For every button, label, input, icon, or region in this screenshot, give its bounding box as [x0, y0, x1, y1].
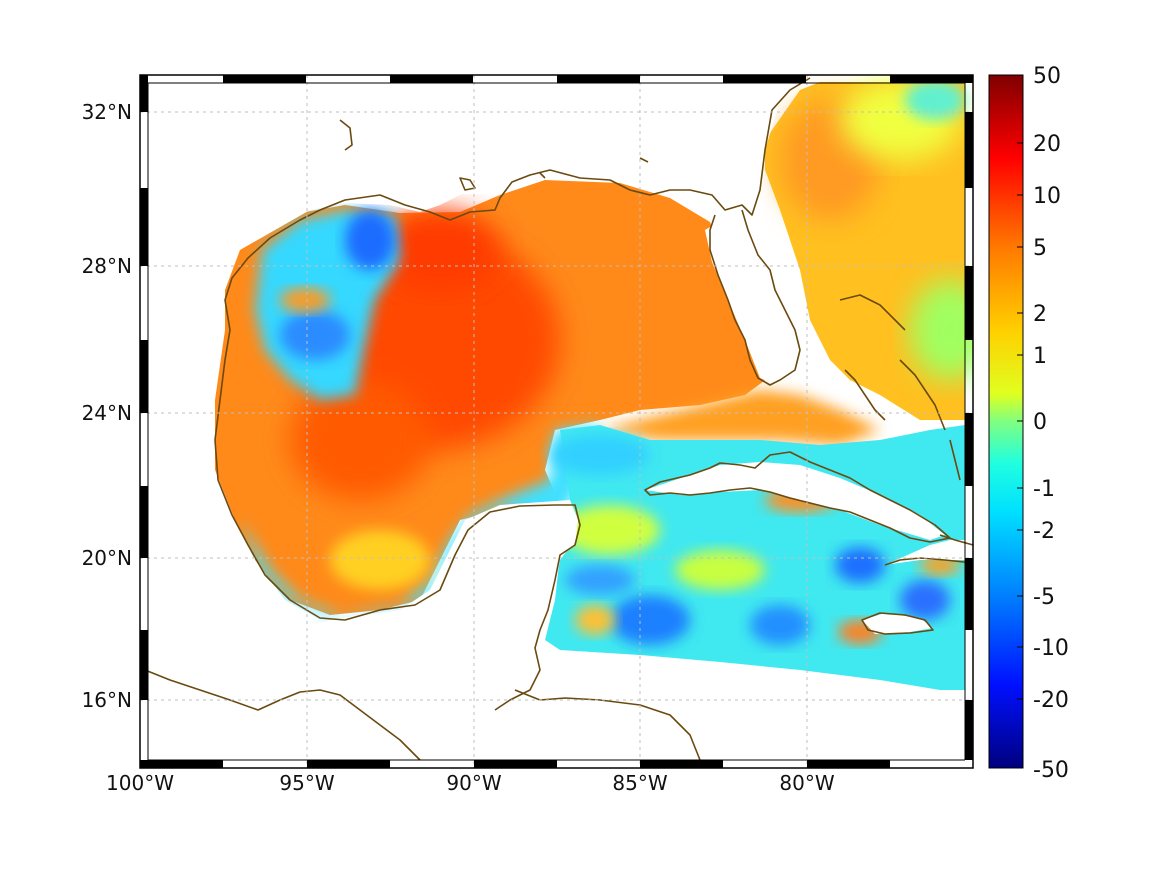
frame-bottom-5 — [807, 760, 890, 768]
frame-bottom-2 — [307, 760, 390, 768]
mexico-west-mask — [140, 400, 320, 640]
graticule — [140, 75, 973, 768]
lon-label-100w: 100°W — [106, 771, 174, 795]
blue-eddy-mid — [280, 310, 350, 360]
us-inland-features — [339, 119, 649, 191]
bahamas-coastline — [839, 294, 961, 481]
lon-label-80w: 80°W — [779, 771, 834, 795]
lat-label-24n: 24°N — [82, 401, 132, 425]
frame-bottom-1 — [140, 760, 223, 768]
frame-right-5 — [965, 700, 973, 760]
frame-bottom-4 — [640, 760, 723, 768]
lon-label-95w: 95°W — [279, 771, 334, 795]
frame-top-3 — [557, 75, 640, 83]
caribbean-orange-west — [575, 605, 615, 635]
caribbean-blue-5 — [565, 565, 635, 595]
cb-label-m50: -50 — [1033, 758, 1069, 783]
jamaica-coastline — [861, 612, 934, 635]
map-frame — [139, 74, 974, 769]
cb-label-10: 10 — [1033, 184, 1061, 209]
caribbean-blue-4 — [900, 580, 950, 620]
gulf-coastline — [214, 77, 811, 711]
blue-eddy-north — [345, 210, 395, 270]
cb-label-20: 20 — [1033, 132, 1061, 157]
lat-label-28n: 28°N — [82, 254, 132, 278]
honduras-coast — [514, 689, 701, 761]
gulf-red-west — [290, 380, 430, 500]
cb-label-0: 0 — [1033, 410, 1047, 435]
frame-left-5 — [140, 630, 148, 700]
south-mask — [548, 650, 973, 768]
yucatan-channel-cyan — [550, 435, 650, 475]
frame-left-1 — [140, 75, 148, 112]
frame-top-2 — [390, 75, 473, 83]
central-america-coast — [140, 667, 421, 761]
frame-right-1 — [965, 112, 973, 188]
frame-top-1 — [223, 75, 306, 83]
atlantic-green — [910, 280, 973, 380]
lon-label-85w: 85°W — [612, 771, 667, 795]
yucatan-mask — [140, 500, 578, 768]
caribbean-yellow-mid — [675, 550, 765, 590]
yellow-band-bay — [330, 530, 430, 590]
atlantic-cyan — [905, 80, 965, 120]
cb-label-2: 2 — [1033, 302, 1047, 327]
cb-label-m1: -1 — [1033, 477, 1055, 502]
frame-top-5 — [890, 75, 973, 83]
florida-coastline — [709, 209, 801, 386]
coastlines — [140, 77, 973, 761]
cb-label-m5: -5 — [1033, 585, 1055, 610]
cb-label-50: 50 — [1033, 64, 1061, 89]
cb-label-1: 1 — [1033, 344, 1047, 369]
frame-left-4 — [140, 486, 148, 558]
lat-tick-labels: 32°N 28°N 24°N 20°N 16°N — [82, 100, 132, 712]
land-masks — [140, 75, 973, 768]
frame-bottom-3 — [474, 760, 557, 768]
caribbean-blue-3 — [835, 547, 885, 583]
caribbean-blue-1 — [610, 595, 690, 645]
lon-label-90w: 90°W — [446, 771, 501, 795]
warm-intrusion — [280, 288, 330, 312]
frame-left-3 — [140, 340, 148, 413]
colorbar-ticks — [1017, 74, 1023, 700]
gulf-red-north — [380, 210, 500, 290]
cb-label-m10: -10 — [1033, 636, 1069, 661]
cb-label-m20: -20 — [1033, 688, 1069, 713]
caribbean-blue-2 — [750, 605, 810, 645]
frame-right-3 — [965, 413, 973, 486]
frame-top-4 — [723, 75, 806, 83]
frame-right-4 — [965, 558, 973, 630]
colorbar-labels: 50 20 10 5 2 1 0 -1 -2 -5 -10 -20 -50 — [1033, 64, 1069, 783]
cb-label-5: 5 — [1033, 236, 1047, 261]
lon-tick-labels: 100°W 95°W 90°W 85°W 80°W — [106, 771, 835, 795]
cb-label-m2: -2 — [1033, 519, 1055, 544]
lat-label-16n: 16°N — [82, 688, 132, 712]
caribbean-yellow-west — [560, 505, 660, 555]
us-land-mask — [140, 75, 810, 400]
straits-field — [600, 390, 880, 445]
colorbar: 50 20 10 5 2 1 0 -1 -2 -5 -10 -20 -50 — [988, 64, 1069, 783]
frame-right-2 — [965, 266, 973, 340]
hispaniola-coastline — [884, 534, 973, 566]
frame-left-2 — [140, 188, 148, 266]
lat-label-20n: 20°N — [82, 546, 132, 570]
lat-label-32n: 32°N — [82, 100, 132, 124]
